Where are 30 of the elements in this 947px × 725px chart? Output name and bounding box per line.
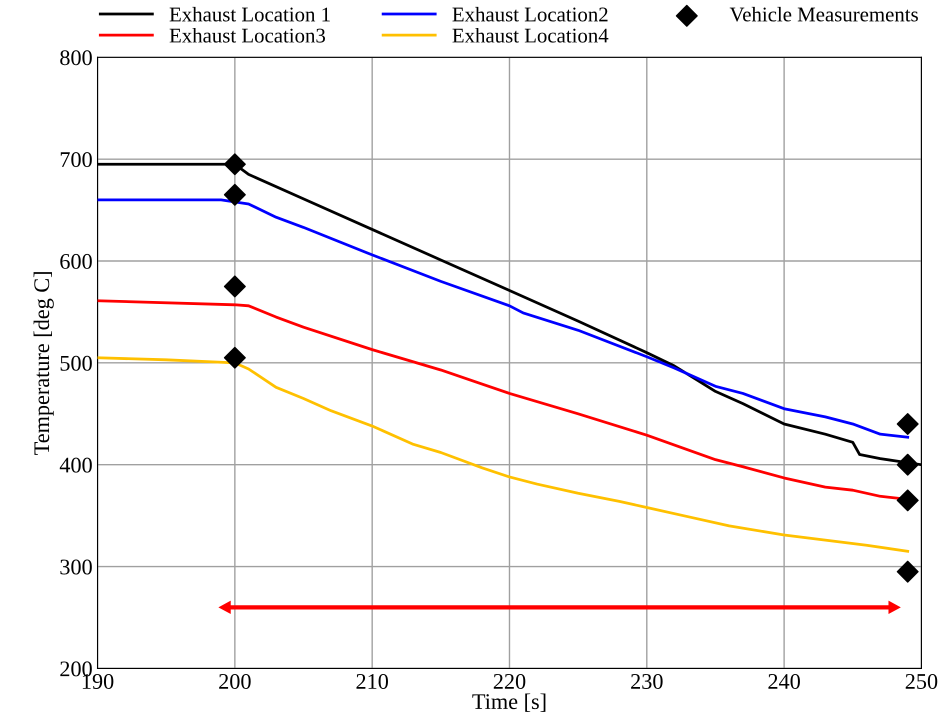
x-tick-label: 190 — [82, 674, 114, 689]
legend-label: Exhaust Location3 — [170, 28, 326, 43]
x-tick-label: 200 — [219, 674, 251, 689]
point — [896, 412, 919, 435]
y-tick-label: 400 — [60, 458, 92, 473]
x-axis-title: Time [s] — [472, 693, 546, 712]
point — [224, 184, 246, 206]
y-tick-label: 300 — [60, 560, 92, 575]
y-axis-title: Temperature [deg C] — [34, 272, 54, 455]
y-tick-label: 600 — [60, 254, 92, 269]
x-tick-label: 210 — [356, 674, 388, 689]
x-tick-label: 250 — [906, 674, 938, 689]
x-tick-label: 240 — [768, 674, 800, 689]
point — [896, 489, 919, 512]
point — [224, 153, 246, 176]
legend-label: Exhaust Location4 — [452, 28, 608, 43]
legend-label: Exhaust Location 1 — [170, 6, 330, 22]
point — [896, 560, 919, 583]
point — [896, 454, 919, 476]
line-series — [98, 198, 910, 439]
point — [224, 346, 246, 369]
y-tick-label: 800 — [60, 50, 92, 66]
x-tick-label: 220 — [494, 674, 526, 689]
y-tick-label: 500 — [60, 356, 92, 371]
x-tick-label: 230 — [631, 674, 663, 689]
legend-label: Vehicle Measurements — [730, 6, 918, 22]
point — [224, 275, 246, 298]
y-tick-label: 700 — [60, 152, 92, 168]
legend-label: Exhaust Location2 — [452, 6, 608, 22]
y-tick-label: 200 — [60, 661, 92, 676]
